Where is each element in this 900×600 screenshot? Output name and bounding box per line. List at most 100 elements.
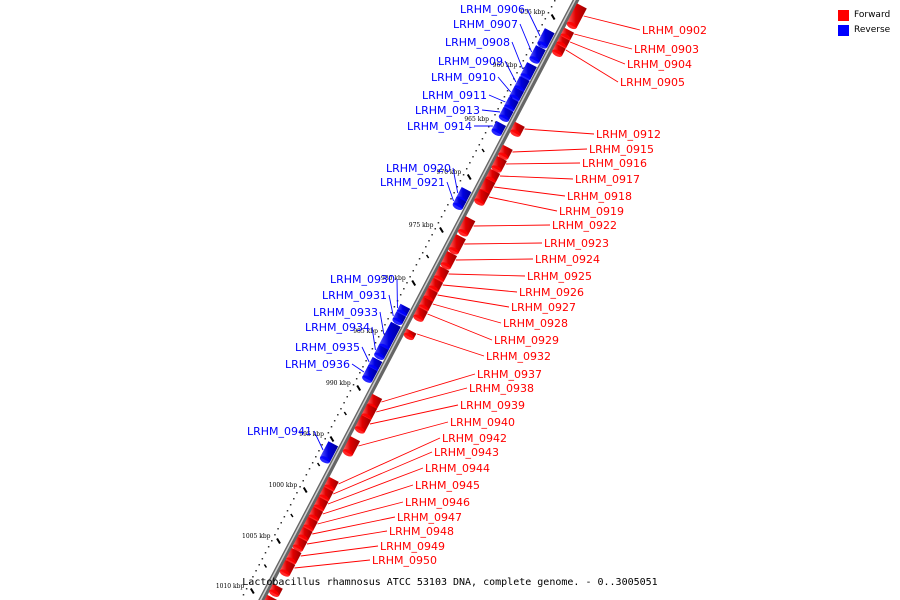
reverse-gene-label: LRHM_0934 (305, 321, 370, 334)
tick-mark (329, 435, 335, 443)
legend-reverse-label: Reverse (854, 25, 891, 35)
forward-gene-label: LRHM_0929 (494, 334, 559, 347)
reverse-gene-LRHM_0913 (498, 106, 514, 122)
tick-label: 1005 kbp (242, 533, 271, 540)
forward-gene-label: LRHM_0942 (442, 432, 507, 445)
minor-tick (316, 462, 321, 467)
tick-label: 980 kbp (381, 275, 406, 282)
legend-forward: Forward (838, 9, 900, 24)
guide-dot (491, 120, 493, 122)
forward-gene-LRHM_0905 (552, 43, 566, 57)
guide-dot (349, 390, 352, 392)
forward-gene-label: LRHM_0927 (511, 301, 576, 314)
tick-label: 995 kbp (299, 431, 324, 438)
leader-line (446, 181, 454, 202)
tick-label: 975 kbp (409, 222, 434, 229)
leader-line (442, 284, 518, 293)
forward-gene-label: LRHM_0903 (634, 43, 699, 56)
guide-dot (428, 240, 430, 242)
leader-line (569, 41, 626, 65)
leader-line (376, 387, 468, 413)
guide-dot (421, 252, 424, 254)
tick-mark (249, 587, 255, 595)
guide-dot (289, 504, 292, 506)
forward-gene-LRHM_0919 (474, 188, 490, 206)
leader-line (388, 294, 394, 317)
guide-dot (443, 210, 446, 212)
forward-gene-label: LRHM_0946 (405, 496, 470, 509)
reverse-gene-label: LRHM_0933 (313, 306, 378, 319)
guide-dot (538, 30, 540, 32)
guide-dot (412, 270, 415, 272)
guide-dot (393, 306, 396, 308)
guide-dot (274, 534, 276, 536)
guide-dot (302, 480, 304, 482)
forward-gene-label: LRHM_0924 (535, 253, 600, 266)
forward-gene-unlabeled (264, 594, 277, 600)
leader-line (358, 421, 449, 447)
tick-label: 970 kbp (437, 169, 462, 176)
guide-dot (403, 288, 405, 290)
guide-dot (277, 528, 279, 530)
guide-dot (494, 114, 496, 116)
tick-mark (466, 173, 472, 181)
reverse-gene-label: LRHM_0921 (380, 176, 445, 189)
forward-gene-label: LRHM_0932 (486, 350, 551, 363)
guide-dot (519, 66, 521, 68)
guide-dot (286, 510, 289, 512)
reverse-swatch (838, 25, 849, 36)
reverse-gene-label: LRHM_0920 (386, 162, 451, 175)
forward-gene-label: LRHM_0939 (460, 399, 525, 412)
leader-line (432, 303, 502, 324)
guide-dot (365, 360, 367, 362)
guide-dot (242, 594, 245, 596)
guide-dot (355, 378, 358, 380)
leader-line (369, 404, 459, 425)
guide-dot (293, 498, 295, 500)
guide-dot (484, 132, 487, 134)
tick-mark (439, 226, 444, 234)
guide-dot (409, 276, 411, 278)
leader-line (524, 128, 595, 135)
guide-dot (264, 552, 267, 554)
leader-line (361, 346, 370, 363)
guide-dot (544, 18, 547, 20)
leader-line (519, 23, 533, 53)
leader-line (497, 76, 511, 93)
guide-dot (487, 126, 490, 128)
tick-label: 960 kbp (493, 62, 518, 69)
leader-line (312, 516, 396, 535)
leader-line (379, 311, 385, 335)
forward-gene-label: LRHM_0947 (397, 511, 462, 524)
guide-dot (340, 408, 342, 410)
legend-forward-label: Forward (854, 10, 891, 20)
minor-tick (425, 254, 430, 259)
guide-dot (406, 282, 408, 284)
guide-dot (271, 540, 273, 542)
guide-dot (509, 84, 512, 86)
guide-dot (368, 354, 371, 356)
minor-tick (481, 148, 485, 153)
leader-line (574, 33, 633, 50)
guide-dot (431, 234, 433, 236)
guide-dot (535, 36, 537, 38)
leader-line (437, 294, 510, 308)
guide-dot (453, 192, 455, 194)
guide-dot (311, 462, 314, 464)
genome-caption: Lactobacillus rhamnosus ATCC 53103 DNA, … (242, 577, 658, 588)
guide-dot (308, 468, 311, 470)
leader-line (464, 242, 543, 245)
leader-line (416, 333, 485, 357)
guide-dot (337, 414, 339, 416)
leader-line (455, 258, 534, 261)
guide-dot (283, 516, 286, 518)
reverse-gene-LRHM_0936 (362, 365, 378, 383)
guide-dot (500, 102, 503, 104)
forward-gene-LRHM_0939 (354, 414, 372, 434)
leader-line (481, 109, 501, 113)
guide-dot (377, 336, 380, 338)
guide-dot (425, 246, 427, 248)
reverse-gene-label: LRHM_0936 (285, 358, 350, 371)
leader-line (512, 148, 588, 153)
guide-dot (465, 168, 468, 170)
